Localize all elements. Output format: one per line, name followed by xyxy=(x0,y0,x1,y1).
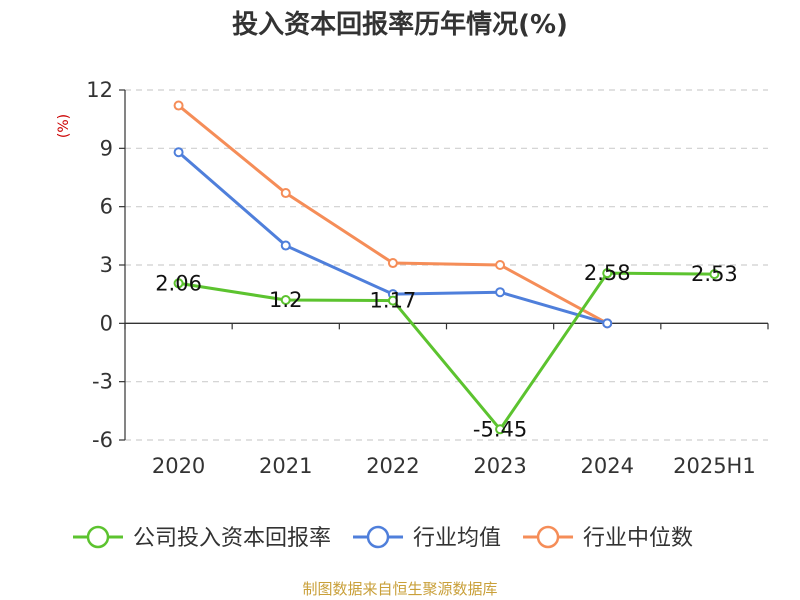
y-tick-label: -6 xyxy=(92,428,113,452)
x-tick-label: 2025H1 xyxy=(673,454,756,478)
legend-label: 行业均值 xyxy=(413,526,501,551)
series-line-0 xyxy=(178,271,715,431)
data-point[interactable] xyxy=(173,278,184,289)
y-axis-label: (%) xyxy=(56,114,72,138)
series-lines xyxy=(173,100,720,435)
y-tick-label: 6 xyxy=(100,195,113,219)
data-point[interactable] xyxy=(280,295,291,305)
data-point[interactable] xyxy=(387,258,398,269)
data-labels: 2.06 1.2 1.17 -5.45 2.58 2.53 xyxy=(155,261,738,441)
y-tick-label: 9 xyxy=(100,136,113,160)
x-tick-label: 2023 xyxy=(473,454,526,478)
data-point[interactable] xyxy=(387,295,398,306)
legend-swatch-marker xyxy=(86,525,110,549)
legend-item-0[interactable]: 公司投入资本回报率 xyxy=(73,525,331,551)
legend[interactable]: 公司投入资本回报率 行业均值 行业中位数 xyxy=(73,525,693,551)
y-tick-label: 12 xyxy=(86,78,113,102)
data-point[interactable] xyxy=(280,240,291,251)
y-tick-label: 0 xyxy=(100,311,113,335)
legend-label: 行业中位数 xyxy=(583,526,693,551)
data-label: -5.45 xyxy=(473,417,527,441)
y-tick-label: 3 xyxy=(100,253,113,277)
source-note: 制图数据来自恒生聚源数据库 xyxy=(302,580,497,598)
x-tick-label: 2024 xyxy=(581,454,634,478)
data-point[interactable] xyxy=(495,260,506,270)
y-tick-label: -3 xyxy=(92,370,113,394)
chart-title: 投入资本回报率历年情况(%) xyxy=(232,9,568,40)
legend-swatch-marker xyxy=(536,525,560,549)
x-tick-label: 2022 xyxy=(366,454,419,478)
data-point[interactable] xyxy=(173,147,184,158)
x-tick-label: 2021 xyxy=(259,454,312,478)
legend-item-2[interactable]: 行业中位数 xyxy=(523,525,693,551)
data-point[interactable] xyxy=(280,188,291,199)
data-point[interactable] xyxy=(602,318,613,329)
data-point[interactable] xyxy=(173,100,184,111)
data-point[interactable] xyxy=(709,269,720,280)
data-label: 1.17 xyxy=(370,289,417,313)
data-label: 2.53 xyxy=(691,262,738,286)
data-point[interactable] xyxy=(602,268,613,279)
data-point[interactable] xyxy=(495,424,506,435)
axes: 12 9 6 3 0 -3 -6 2020 2021 2022 2023 2024 2025H1 (%) xyxy=(56,78,769,478)
legend-label: 公司投入资本回报率 xyxy=(133,526,331,551)
data-label: 2.58 xyxy=(584,261,631,285)
legend-item-1[interactable]: 行业均值 xyxy=(353,525,501,551)
data-label: 2.06 xyxy=(155,271,202,295)
data-point[interactable] xyxy=(495,287,506,298)
legend-swatch-marker xyxy=(366,525,390,549)
x-tick-label: 2020 xyxy=(152,454,205,478)
data-label: 1.2 xyxy=(269,288,302,312)
